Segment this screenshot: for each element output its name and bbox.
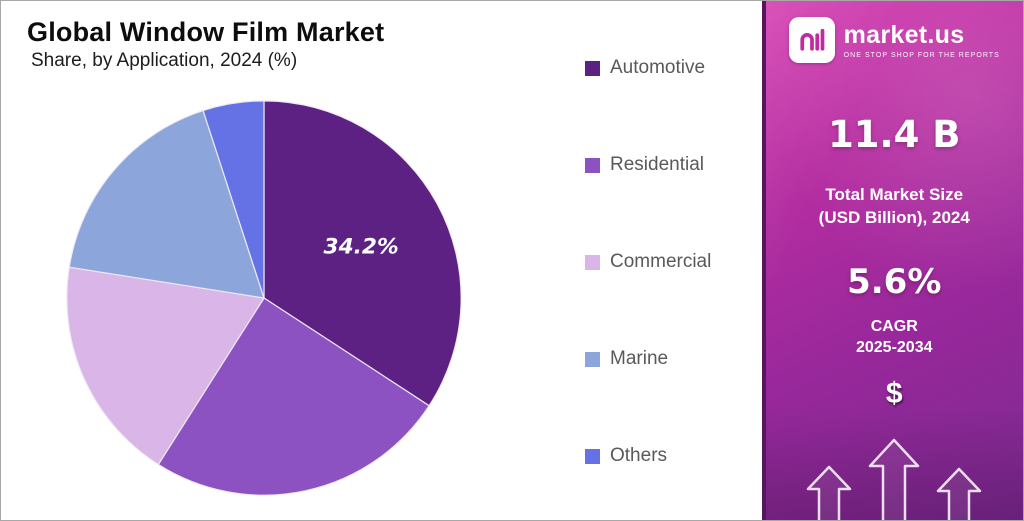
cagr-value: 5.6% (847, 261, 942, 302)
market-size-label: Total Market Size (USD Billion), 2024 (819, 184, 970, 230)
legend-item-commercial: Commercial (585, 251, 711, 273)
marketus-logo-icon (788, 17, 835, 63)
legend-item-automotive: Automotive (585, 57, 711, 79)
legend-label: Others (610, 445, 668, 466)
pie-slice-others (202, 100, 265, 299)
pie-slice-label: 34.2% (323, 234, 398, 259)
pie-slice-residential (157, 297, 430, 496)
brand-text: market.us ONE STOP SHOP FOR THE REPORTS (844, 21, 1000, 59)
chart-subtitle: Share, by Application, 2024 (%) (31, 50, 298, 71)
legend-swatch-icon (585, 254, 600, 270)
pie-chart-container: 34.2% (57, 91, 471, 505)
legend-swatch-icon (585, 351, 600, 367)
legend-swatch-icon (585, 60, 600, 76)
side-panel-content: market.us ONE STOP SHOP FOR THE REPORTS … (766, 1, 1024, 520)
brand-side-panel: market.us ONE STOP SHOP FOR THE REPORTS … (761, 1, 1024, 520)
chart-area: Global Window Film Market Share, by Appl… (1, 1, 762, 520)
growth-arrows-icon (807, 438, 982, 520)
pie-chart: 34.2% (66, 100, 462, 496)
legend-item-others: Others (585, 445, 711, 467)
cagr-label-text: CAGR (870, 317, 918, 335)
legend-label: Automotive (610, 57, 706, 78)
legend-label: Residential (610, 154, 704, 175)
market-size-value: 11.4 B (828, 113, 961, 156)
pie-slice-marine (68, 109, 265, 299)
brand-tagline: ONE STOP SHOP FOR THE REPORTS (843, 52, 1000, 59)
brand-name: market.us (843, 21, 965, 49)
legend-item-residential: Residential (585, 154, 711, 176)
pie-slice-commercial (66, 266, 265, 466)
logo-glyph-icon (800, 28, 824, 51)
chart-title: Global Window Film Market (27, 17, 385, 47)
brand-row: market.us ONE STOP SHOP FOR THE REPORTS (788, 17, 1000, 63)
legend-swatch-icon (585, 448, 600, 464)
legend-label: Marine (610, 348, 669, 369)
legend-swatch-icon (585, 157, 600, 173)
cagr-label: CAGR 2025-2034 (856, 316, 933, 359)
chart-legend: Automotive Residential Commercial Marine Oth… (585, 57, 711, 467)
legend-label: Commercial (610, 251, 712, 272)
dollar-icon: $ (885, 377, 903, 411)
legend-item-marine: Marine (585, 348, 711, 370)
market-size-label-line2: (USD Billion), 2024 (818, 207, 970, 227)
market-size-label-line1: Total Market Size (825, 185, 964, 204)
cagr-period: 2025-2034 (855, 339, 933, 357)
